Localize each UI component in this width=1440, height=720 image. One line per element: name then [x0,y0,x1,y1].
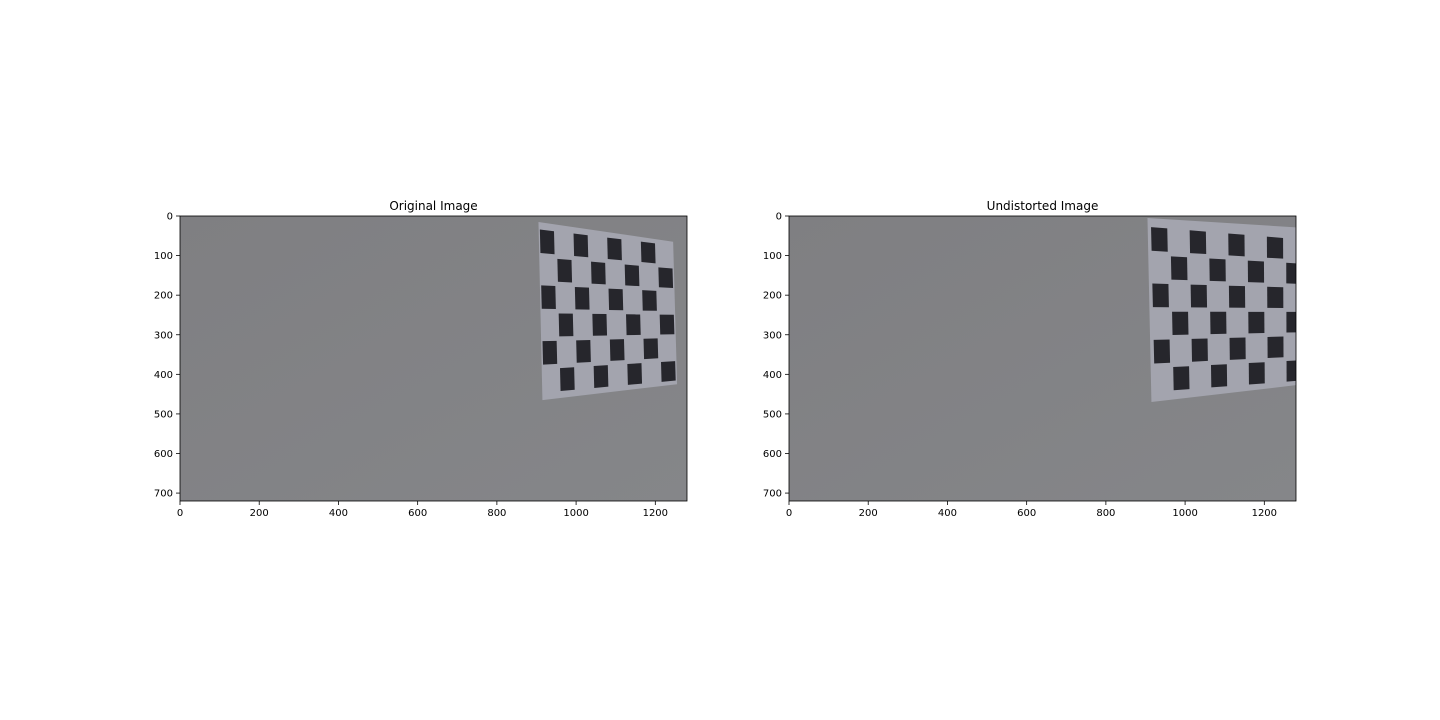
checker-square [627,363,643,385]
checkerboard [538,221,678,401]
checker-square [1247,260,1265,283]
x-tick-label: 800 [487,508,506,519]
y-tick-label: 600 [763,449,782,460]
subplot-original: Original Image 0 200 400 600 800 1000 1200 0 10… [154,199,688,519]
checker-square [626,314,641,336]
y-tick-label: 100 [763,251,782,262]
checker-square [1267,286,1284,308]
x-tick-label: 1200 [643,508,668,519]
checker-square [1286,262,1296,284]
checker-square [643,338,659,360]
y-tick-label: 200 [763,291,782,302]
checker-square [1210,364,1228,388]
checker-square [1286,311,1296,333]
checker-square [574,286,590,310]
image-area [789,216,1296,501]
checker-square [640,241,656,264]
checker-square [573,233,589,258]
y-tick-label: 0 [167,212,173,223]
checker-square [1209,258,1226,282]
x-tick-label: 0 [786,508,792,519]
x-tick-label: 200 [859,508,878,519]
y-tick-label: 600 [154,449,173,460]
checker-square [1248,311,1265,334]
checker-square [609,339,625,361]
y-tick-label: 700 [154,489,173,500]
checker-square [576,340,591,363]
y-tick-label: 500 [154,409,173,420]
y-tick-label: 400 [763,370,782,381]
y-tick-label: 300 [763,330,782,341]
checker-square [1189,230,1207,255]
checker-square [659,314,675,335]
subplot-undistorted: Undistorted Image 0 200 400 600 800 1000 1200 … [763,199,1297,519]
checker-square [592,313,608,336]
checker-square [1266,236,1284,259]
y-tick-label: 100 [154,251,173,262]
x-tick-label: 400 [938,508,957,519]
checker-square [1152,283,1169,308]
x-tick-label: 600 [1017,508,1036,519]
y-axis: 0 100 200 300 400 500 600 700 [154,212,180,500]
axes-frame [788,215,1297,502]
x-tick-label: 400 [329,508,348,519]
x-axis: 0 200 400 600 800 1000 1200 [786,501,1277,519]
checker-square [1286,360,1296,382]
x-tick-label: 1200 [1252,508,1277,519]
x-tick-label: 600 [408,508,427,519]
checker-square [607,237,622,261]
y-tick-label: 500 [763,409,782,420]
image-area [180,216,687,501]
checker-square [591,261,606,285]
checker-square [557,258,573,283]
checker-square [559,367,575,392]
y-tick-label: 300 [154,330,173,341]
checker-square [1248,362,1265,385]
x-tick-label: 1000 [1172,508,1197,519]
checker-square [1229,337,1246,360]
x-tick-label: 1000 [563,508,588,519]
checker-square [661,361,676,382]
y-axis: 0 100 200 300 400 500 600 700 [763,212,789,500]
checker-square [1190,284,1208,308]
checkerboard-paper [538,221,678,401]
checkerboard [1147,217,1296,403]
checker-square [1173,366,1190,391]
x-tick-label: 800 [1096,508,1115,519]
checker-square [658,267,674,288]
checker-square [1151,227,1168,252]
panel-title: Original Image [389,199,477,213]
x-axis: 0 200 400 600 800 1000 1200 [177,501,668,519]
checker-square [1191,338,1208,362]
checker-square [1172,311,1189,335]
x-tick-label: 0 [177,508,183,519]
checker-square [1170,256,1188,281]
checker-square [539,229,555,255]
checker-square [558,313,574,337]
axes-frame [179,215,688,502]
y-tick-label: 700 [763,489,782,500]
checker-square [1228,285,1246,308]
y-tick-label: 400 [154,370,173,381]
x-tick-label: 200 [250,508,269,519]
checker-square [541,285,556,310]
checker-square [1153,339,1171,364]
y-tick-label: 200 [154,291,173,302]
checker-square [1210,311,1227,335]
checker-square [624,264,640,287]
y-tick-label: 0 [776,212,782,223]
checker-square [542,340,558,365]
panel-title: Undistorted Image [987,199,1099,213]
checker-square [1267,336,1284,359]
checker-square [608,288,624,311]
checker-square [642,290,657,311]
checker-square [593,365,609,388]
checker-square [1228,233,1245,257]
